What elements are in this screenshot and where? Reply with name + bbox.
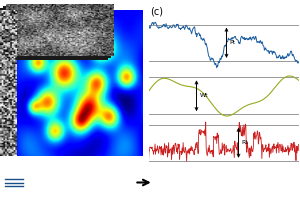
- Text: Rt: Rt: [242, 140, 248, 145]
- Text: Ermittlung spez.
Merkmale: Ermittlung spez. Merkmale: [36, 171, 107, 191]
- Bar: [173, 181, 177, 196]
- Bar: [178, 184, 182, 196]
- Text: Wt: Wt: [200, 93, 208, 98]
- Bar: [163, 189, 167, 196]
- Circle shape: [0, 173, 50, 192]
- Bar: [168, 185, 172, 196]
- Text: Pt: Pt: [230, 40, 236, 45]
- Text: (c): (c): [150, 6, 163, 16]
- Text: Eigenschafts-
ermittlung: Eigenschafts- ermittlung: [195, 171, 254, 191]
